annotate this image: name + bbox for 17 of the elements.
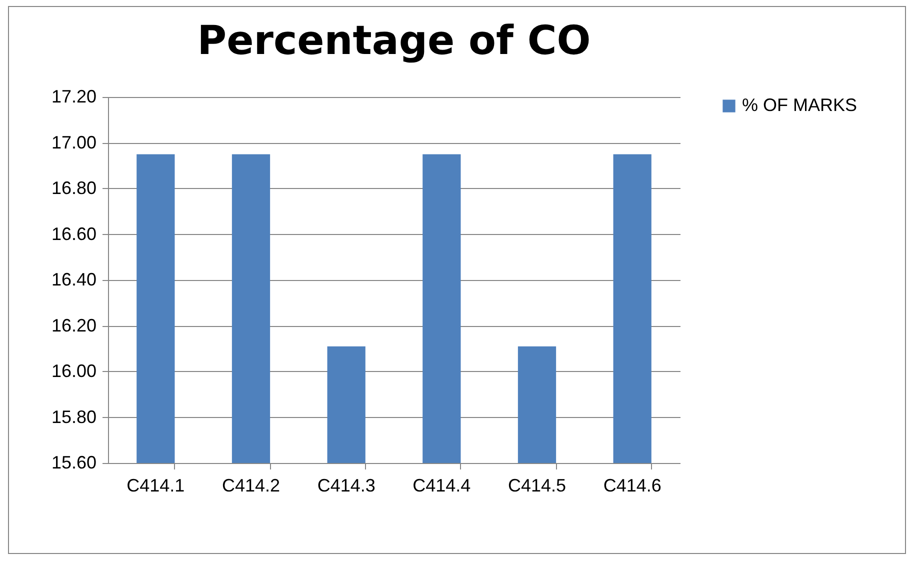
y-tick-label: 17.00 (51, 132, 96, 152)
y-tick-label: 16.80 (51, 178, 96, 198)
y-tick-label: 15.60 (51, 452, 96, 472)
x-tick-label: C414.3 (317, 476, 376, 496)
legend-label: % OF MARKS (742, 95, 858, 115)
x-tick-label: C414.4 (412, 476, 471, 496)
y-tick-label: 16.40 (51, 270, 96, 290)
x-tick-label: C414.2 (222, 476, 280, 496)
y-tick-label: 16.60 (51, 224, 96, 244)
x-tick-label: C414.6 (603, 476, 662, 496)
x-tick-label: C414.1 (126, 476, 185, 496)
y-tick-label: 16.20 (51, 315, 96, 336)
x-tick-label: C414.5 (508, 476, 566, 496)
chart-title: Percentage of CO (197, 18, 591, 64)
y-tick-label: 16.00 (51, 361, 96, 381)
y-tick-label: 15.80 (51, 406, 96, 427)
y-tick-label: 17.20 (51, 86, 96, 106)
